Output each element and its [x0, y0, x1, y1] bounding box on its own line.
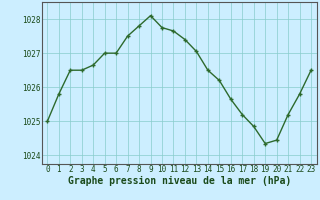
X-axis label: Graphe pression niveau de la mer (hPa): Graphe pression niveau de la mer (hPa) — [68, 176, 291, 186]
